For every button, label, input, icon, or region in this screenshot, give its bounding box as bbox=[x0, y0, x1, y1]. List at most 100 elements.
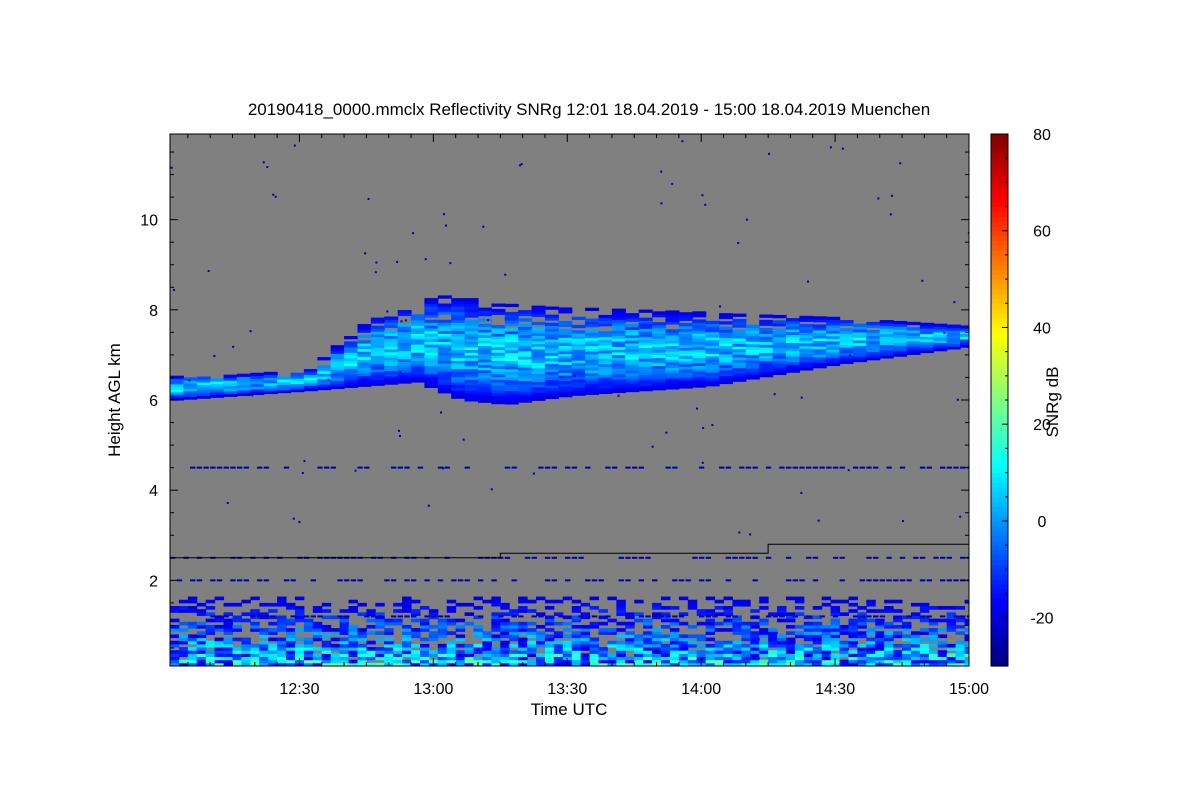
clutter-echo-cell bbox=[286, 640, 296, 645]
clutter-echo-cell bbox=[196, 643, 207, 648]
clutter-echo-cell bbox=[268, 647, 278, 651]
clutter-echo-cell bbox=[357, 637, 367, 642]
clutter-echo-cell bbox=[339, 650, 350, 654]
cloud-echo-cell bbox=[344, 376, 359, 380]
cloud-echo-cell bbox=[665, 321, 680, 325]
cloud-echo-cell bbox=[719, 375, 734, 379]
clutter-echo-cell bbox=[705, 612, 716, 617]
clutter-echo-cell bbox=[491, 612, 501, 617]
cloud-echo-cell bbox=[571, 341, 586, 345]
cloud-echo-cell bbox=[812, 324, 827, 328]
clutter-echo-cell bbox=[187, 650, 198, 654]
clutter-echo-cell bbox=[875, 643, 885, 648]
clutter-echo-cell bbox=[625, 640, 635, 645]
cloud-echo-cell bbox=[826, 338, 841, 342]
clutter-echo-cell bbox=[544, 650, 555, 654]
noise-dot bbox=[848, 354, 851, 357]
cloud-echo-cell bbox=[625, 337, 640, 341]
cloud-echo-cell bbox=[585, 378, 600, 382]
cloud-echo-cell bbox=[411, 341, 426, 345]
streak-echo bbox=[444, 466, 450, 469]
clutter-echo-cell bbox=[777, 643, 787, 648]
clutter-echo-cell bbox=[259, 640, 269, 645]
cloud-echo-cell bbox=[732, 364, 747, 369]
clutter-echo-cell bbox=[928, 643, 939, 648]
cloud-echo-cell bbox=[451, 376, 466, 380]
cloud-echo-cell bbox=[558, 361, 573, 365]
clutter-echo-cell bbox=[286, 659, 296, 664]
streak-echo bbox=[873, 579, 879, 582]
cloud-echo-cell bbox=[812, 364, 827, 369]
cloud-echo-cell bbox=[370, 328, 385, 332]
streak-echo bbox=[946, 466, 953, 469]
clutter-echo-cell bbox=[821, 602, 832, 607]
cloud-echo-cell bbox=[411, 354, 426, 359]
clutter-echo-cell bbox=[178, 628, 189, 632]
clutter-echo-cell bbox=[723, 612, 733, 617]
clutter-echo-cell bbox=[446, 631, 457, 635]
clutter-echo-cell bbox=[223, 628, 233, 632]
clutter-echo-cell bbox=[839, 659, 849, 664]
cloud-echo-cell bbox=[705, 353, 720, 357]
clutter-echo-cell bbox=[303, 640, 314, 645]
cloud-echo-cell bbox=[785, 369, 800, 373]
clutter-echo-cell bbox=[616, 647, 626, 651]
clutter-echo-cell bbox=[553, 650, 564, 654]
x-tick-label: 13:00 bbox=[413, 681, 453, 698]
cloud-echo-cell bbox=[705, 380, 720, 384]
cloud-echo-cell bbox=[571, 330, 586, 334]
clutter-echo-cell bbox=[419, 656, 430, 661]
cloud-echo-cell bbox=[544, 390, 559, 394]
clutter-echo-cell bbox=[491, 650, 501, 654]
clutter-echo-cell bbox=[732, 659, 742, 664]
cloud-echo-cell bbox=[732, 362, 747, 366]
clutter-echo-cell bbox=[500, 647, 510, 651]
cloud-echo-cell bbox=[866, 357, 881, 361]
cloud-echo-cell bbox=[946, 324, 961, 328]
clutter-echo-cell bbox=[500, 662, 510, 666]
cloud-echo-cell bbox=[451, 317, 466, 321]
cloud-echo-cell bbox=[437, 338, 452, 342]
clutter-echo-cell bbox=[500, 650, 510, 654]
cloud-echo-cell bbox=[277, 384, 292, 388]
streak-echo bbox=[779, 466, 785, 469]
clutter-echo-cell bbox=[750, 631, 760, 635]
clutter-echo-cell bbox=[509, 653, 519, 658]
noise-dot bbox=[354, 469, 357, 472]
clutter-echo-cell bbox=[196, 621, 207, 626]
clutter-echo-cell bbox=[625, 612, 635, 617]
clutter-echo-cell bbox=[402, 631, 412, 635]
clutter-echo-cell bbox=[509, 621, 519, 626]
clutter-echo-cell bbox=[437, 621, 448, 626]
cloud-echo-cell bbox=[344, 349, 359, 353]
clutter-echo-cell bbox=[893, 656, 903, 661]
noise-dot bbox=[272, 193, 275, 196]
y-tick-label: 4 bbox=[149, 483, 158, 500]
cloud-echo-cell bbox=[370, 374, 385, 378]
clutter-echo-cell bbox=[384, 640, 394, 645]
clutter-echo-cell bbox=[411, 653, 421, 658]
noise-dot bbox=[829, 146, 832, 149]
clutter-echo-cell bbox=[286, 621, 296, 626]
clutter-echo-cell bbox=[803, 643, 814, 648]
cloud-echo-cell bbox=[411, 365, 426, 370]
cloud-echo-cell bbox=[571, 346, 586, 350]
streak-echo bbox=[826, 466, 832, 469]
streak-echo bbox=[873, 466, 879, 469]
cloud-echo-cell bbox=[370, 371, 385, 375]
clutter-echo-cell bbox=[669, 650, 680, 654]
streak-echo bbox=[725, 466, 732, 469]
clutter-echo-cell bbox=[241, 612, 251, 617]
clutter-echo-cell bbox=[741, 599, 751, 604]
cloud-echo-cell bbox=[705, 320, 720, 325]
clutter-echo-cell bbox=[652, 640, 662, 645]
clutter-echo-cell bbox=[571, 637, 582, 642]
clutter-echo-cell bbox=[223, 656, 233, 661]
cloud-echo-cell bbox=[585, 345, 600, 349]
clutter-echo-cell bbox=[634, 637, 644, 642]
cloud-echo-cell bbox=[504, 317, 519, 321]
colorbar-segment bbox=[991, 462, 1008, 469]
cloud-echo-cell bbox=[183, 380, 198, 384]
cloud-echo-cell bbox=[477, 394, 492, 398]
clutter-echo-cell bbox=[223, 602, 233, 607]
